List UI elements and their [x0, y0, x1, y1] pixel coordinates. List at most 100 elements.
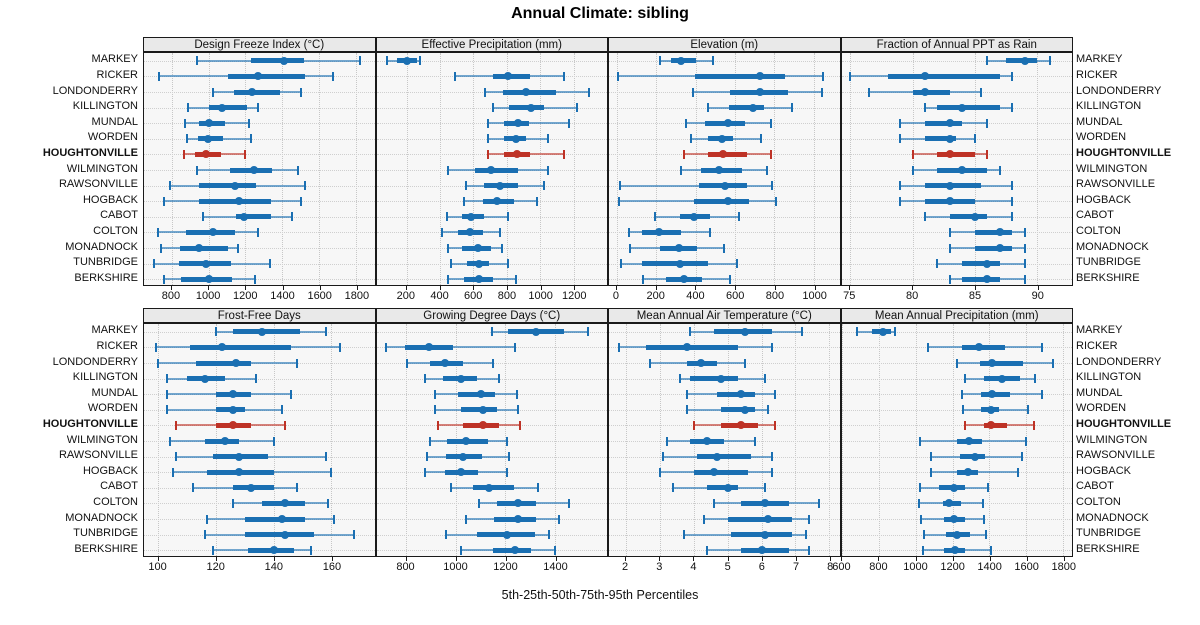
axis-tick-label: 1800	[344, 290, 370, 302]
cap-95th-percentile	[253, 274, 256, 284]
median-dot	[675, 259, 684, 268]
median-dot	[479, 421, 488, 430]
cap-5th-percentile	[174, 452, 177, 462]
axis-tick-label: 800	[497, 290, 517, 302]
horizontal-gridline	[144, 378, 375, 380]
cap-5th-percentile	[961, 405, 964, 415]
axis-tick-mark	[439, 286, 441, 290]
cap-5th-percentile	[691, 87, 694, 97]
cap-5th-percentile	[385, 342, 388, 352]
panel-strip-title: Design Freeze Index (°C)	[143, 37, 376, 52]
cap-95th-percentile	[491, 358, 494, 368]
vertical-gridline	[1062, 324, 1064, 556]
vertical-gridline	[656, 53, 658, 285]
axis-tick-label: 8	[827, 561, 834, 573]
median-dot	[459, 452, 468, 461]
axis-tick-mark	[245, 286, 247, 290]
median-dot	[204, 119, 213, 128]
axis-tick-mark	[574, 286, 576, 290]
cap-95th-percentile	[290, 212, 293, 222]
row-label: RICKER	[96, 68, 138, 81]
cap-95th-percentile	[981, 498, 984, 508]
axis-tick-label: 800	[161, 290, 181, 302]
iqr-bar-25th-75th	[727, 516, 793, 522]
cap-95th-percentile	[1011, 196, 1014, 206]
cap-95th-percentile	[1023, 227, 1026, 237]
cap-5th-percentile	[203, 530, 206, 540]
median-dot	[964, 468, 973, 477]
cap-5th-percentile	[406, 358, 409, 368]
median-dot	[1020, 56, 1029, 65]
iqr-bar-25th-75th	[646, 344, 738, 350]
cap-5th-percentile	[168, 436, 171, 446]
cap-95th-percentile	[269, 259, 272, 269]
cap-5th-percentile	[923, 530, 926, 540]
cap-5th-percentile	[447, 165, 450, 175]
cap-95th-percentile	[709, 227, 712, 237]
cap-95th-percentile	[353, 530, 356, 540]
axis-tick-mark	[830, 557, 832, 561]
median-dot	[235, 468, 244, 477]
axis-tick-mark	[356, 286, 358, 290]
row-labels-right: MARKEY RICKER LONDONDERRY KILLINGTON MUNDAL W…	[1076, 52, 1196, 286]
cap-95th-percentile	[982, 514, 985, 524]
vertical-gridline	[439, 53, 441, 285]
row-label: MUNDAL	[1076, 386, 1123, 399]
median-dot	[492, 197, 501, 206]
cap-95th-percentile	[563, 71, 566, 81]
median-dot	[521, 88, 530, 96]
iqr-bar-25th-75th	[190, 344, 291, 350]
iqr-bar-25th-75th	[233, 329, 300, 335]
cap-95th-percentile	[986, 149, 989, 159]
cap-95th-percentile	[1011, 181, 1014, 191]
median-dot	[201, 150, 210, 159]
median-dot	[755, 72, 764, 81]
cap-5th-percentile	[684, 118, 687, 128]
iqr-bar-25th-75th	[509, 105, 545, 111]
median-dot	[220, 437, 229, 445]
cap-95th-percentile	[507, 212, 510, 222]
cap-5th-percentile	[463, 196, 466, 206]
median-dot	[949, 515, 958, 523]
cap-5th-percentile	[659, 56, 662, 66]
median-dot	[988, 390, 997, 399]
cap-5th-percentile	[964, 374, 967, 384]
axis-tick-label: 5	[724, 561, 731, 573]
median-dot	[496, 181, 505, 190]
axis-tick-label: 90	[1031, 290, 1044, 302]
horizontal-gridline	[841, 409, 1072, 411]
row-label: MONADNOCK	[65, 511, 138, 524]
x-axis: 100 120 140 160	[143, 557, 376, 574]
iqr-bar-25th-75th	[199, 183, 257, 189]
iqr-bar-25th-75th	[720, 407, 755, 413]
iqr-bar-25th-75th	[236, 214, 272, 220]
iqr-bar-25th-75th	[250, 58, 305, 64]
cap-95th-percentile	[820, 87, 823, 97]
cap-95th-percentile	[1011, 71, 1014, 81]
median-dot	[203, 134, 212, 143]
cap-95th-percentile	[332, 71, 334, 81]
panel-plot	[375, 323, 608, 557]
cap-95th-percentile	[1048, 56, 1051, 66]
median-dot	[229, 405, 238, 414]
axis-tick-mark	[540, 286, 542, 290]
median-dot	[456, 468, 465, 477]
row-label: KILLINGTON	[72, 371, 138, 384]
cap-95th-percentile	[506, 259, 509, 269]
horizontal-gridline	[144, 154, 375, 156]
axis-tick-mark	[796, 557, 798, 561]
cap-5th-percentile	[682, 149, 685, 159]
horizontal-gridline	[841, 331, 1072, 333]
iqr-bar-25th-75th	[693, 198, 749, 204]
cap-5th-percentile	[682, 530, 685, 540]
row-label: HOUGHTONVILLE	[1076, 417, 1172, 430]
row-label: WORDEN	[87, 131, 138, 144]
cap-5th-percentile	[182, 149, 185, 159]
cap-5th-percentile	[464, 181, 467, 191]
iqr-bar-25th-75th	[962, 261, 1000, 267]
axis-tick-mark	[912, 286, 914, 290]
iqr-bar-25th-75th	[642, 261, 709, 267]
panel-strip-title: Mean Annual Precipitation (mm)	[840, 308, 1073, 323]
percentile-axis-caption: 5th-25th-50th-75th-95th Percentiles	[501, 588, 699, 602]
